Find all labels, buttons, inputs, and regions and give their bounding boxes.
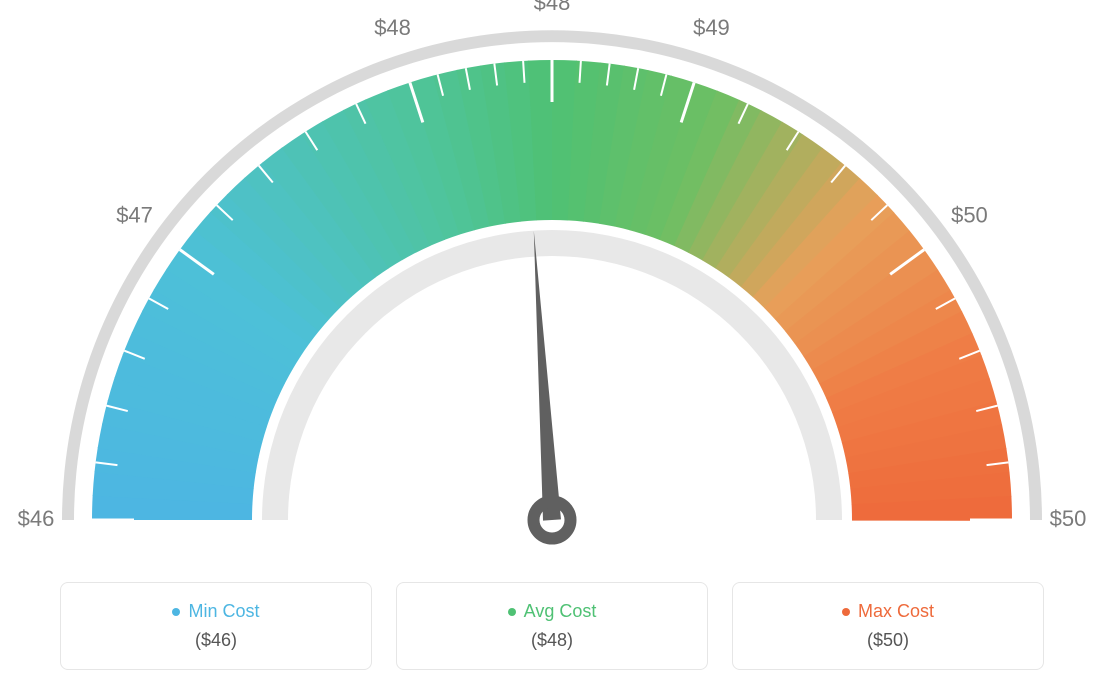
legend-label-min: Min Cost	[188, 601, 259, 622]
gauge-tick-label: $46	[18, 506, 55, 531]
gauge-needle	[534, 231, 561, 521]
legend-card-min: Min Cost ($46)	[60, 582, 372, 670]
gauge-tick-label: $49	[693, 15, 730, 40]
legend-dot-max	[842, 608, 850, 616]
legend-label-max: Max Cost	[858, 601, 934, 622]
legend-card-max: Max Cost ($50)	[732, 582, 1044, 670]
gauge-tick-label: $47	[116, 203, 153, 228]
legend-row: Min Cost ($46) Avg Cost ($48) Max Cost (…	[0, 582, 1104, 670]
gauge-tick-label: $50	[951, 203, 988, 228]
legend-card-avg: Avg Cost ($48)	[396, 582, 708, 670]
legend-dot-avg	[508, 608, 516, 616]
gauge-chart: $46 $47 $48 $48 $49 $50 $50	[0, 0, 1104, 560]
legend-value-min: ($46)	[195, 630, 237, 651]
legend-value-max: ($50)	[867, 630, 909, 651]
gauge-tick-label: $48	[534, 0, 571, 15]
gauge-tick-label: $48	[374, 15, 411, 40]
gauge-tick-label: $50	[1050, 506, 1087, 531]
legend-dot-min	[172, 608, 180, 616]
legend-label-avg: Avg Cost	[524, 601, 597, 622]
legend-value-avg: ($48)	[531, 630, 573, 651]
